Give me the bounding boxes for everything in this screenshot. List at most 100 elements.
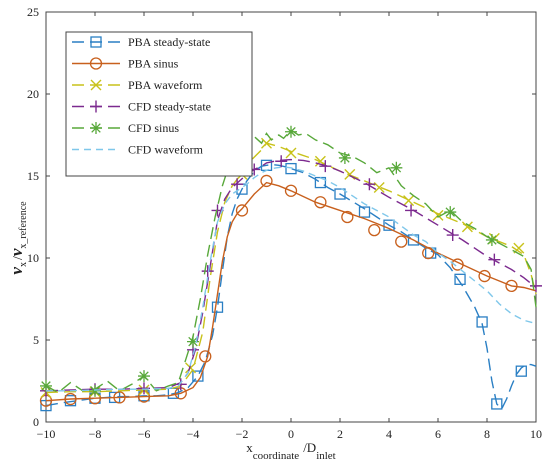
x-axis-label-main: x [246, 440, 253, 455]
series-marker [373, 181, 385, 193]
y-axis-label-slash: / [11, 256, 26, 260]
x-tick-label: −4 [187, 427, 200, 441]
legend-label: PBA steady-state [128, 35, 210, 49]
x-tick-label: 2 [337, 427, 343, 441]
series-marker [201, 265, 214, 278]
legend-swatch-marker [89, 57, 103, 70]
series-marker [231, 178, 244, 191]
series-line [45, 158, 537, 392]
series-marker [40, 379, 52, 392]
series-marker [383, 219, 395, 231]
series-marker [211, 301, 224, 313]
series-6 [46, 166, 537, 392]
series-marker [358, 206, 371, 218]
y-tick-label: 5 [33, 333, 39, 347]
series-marker [187, 335, 199, 348]
legend-item: CFD waveform [72, 143, 204, 157]
series-marker [515, 365, 527, 377]
y-axis-label-v2: v [7, 248, 26, 256]
series-marker [275, 155, 288, 168]
series-marker [444, 206, 457, 219]
series-marker [485, 233, 498, 246]
series-marker [403, 195, 415, 207]
x-tick-label: −2 [236, 427, 249, 441]
x-axis-label-sub2: inlet [316, 450, 336, 462]
series-marker [390, 161, 403, 174]
legend-item: PBA sinus [72, 57, 179, 71]
series-marker [341, 210, 354, 224]
legend-swatch-marker [90, 79, 102, 91]
y-axis-label-sub1: x [18, 262, 29, 267]
x-tick-label: 6 [435, 427, 441, 441]
legend-swatch-marker [90, 122, 102, 134]
x-tick-label: 0 [288, 427, 294, 441]
series-marker [478, 269, 491, 283]
series-marker [488, 253, 501, 266]
x-axis-label-sub1: coordinate [253, 450, 300, 462]
series-marker [174, 378, 187, 391]
y-tick-label: 0 [33, 415, 39, 429]
legend-item: PBA waveform [72, 78, 203, 92]
series-marker [261, 137, 272, 149]
series-marker [284, 184, 298, 197]
y-tick-label: 10 [27, 251, 39, 265]
series-marker [285, 162, 297, 175]
series-marker [319, 160, 332, 173]
x-tick-label: 4 [386, 427, 392, 441]
series-marker [260, 174, 273, 188]
y-tick-label: 20 [27, 87, 39, 101]
series-marker [446, 229, 459, 242]
series-marker [285, 125, 297, 138]
series-marker [314, 196, 327, 209]
legend-label: PBA sinus [128, 57, 179, 71]
series-line [45, 142, 537, 394]
x-axis-label: xcoordinate/Dinlet [246, 440, 336, 462]
series-marker [334, 188, 346, 200]
x-tick-label: −6 [138, 427, 151, 441]
series-marker [368, 223, 381, 237]
x-tick-label: 10 [530, 427, 542, 441]
series-marker [432, 209, 444, 221]
series-line [45, 181, 537, 402]
series-marker [505, 279, 518, 293]
series-marker [405, 204, 418, 217]
legend-swatch-marker [90, 100, 102, 113]
series-marker [235, 204, 249, 217]
series-marker [530, 279, 542, 292]
y-axis-label-sub2: x_reference [18, 201, 29, 249]
series-line [45, 163, 537, 411]
series-marker [395, 235, 408, 248]
series-marker [363, 178, 376, 191]
series-marker [454, 273, 466, 285]
y-tick-label: 15 [27, 169, 39, 183]
series-marker [138, 370, 150, 383]
series-marker [476, 316, 488, 328]
x-tick-label: 8 [484, 427, 490, 441]
legend: PBA steady-state PBA sinus PBA waveform CFD… [65, 31, 253, 177]
series-marker [422, 246, 435, 260]
series-marker [64, 392, 77, 406]
series-marker [199, 350, 212, 363]
x-axis: −10 −8 −6 −4 −2 0 2 4 6 8 10 [37, 12, 542, 441]
series-marker [285, 147, 297, 159]
y-axis: 0 5 10 15 20 25 [27, 5, 536, 429]
legend-swatch-marker [90, 36, 102, 48]
legend-label: CFD waveform [128, 143, 204, 157]
x-axis-label-slash: /D [303, 440, 316, 455]
series-marker [491, 398, 503, 410]
series-marker [185, 362, 197, 374]
series-marker [89, 384, 101, 397]
legend-box [65, 31, 253, 177]
legend-label: CFD steady-state [128, 100, 211, 114]
y-axis-label: vx/vx_reference [7, 201, 29, 275]
legend-item: CFD sinus [72, 121, 179, 135]
series-marker [461, 221, 473, 233]
series-line [46, 166, 537, 392]
series-marker [113, 391, 126, 404]
x-tick-label: −10 [37, 427, 56, 441]
legend-label: CFD sinus [128, 121, 179, 135]
y-tick-label: 25 [27, 5, 39, 19]
series-2 [39, 174, 537, 407]
legend-label: PBA waveform [128, 78, 203, 92]
